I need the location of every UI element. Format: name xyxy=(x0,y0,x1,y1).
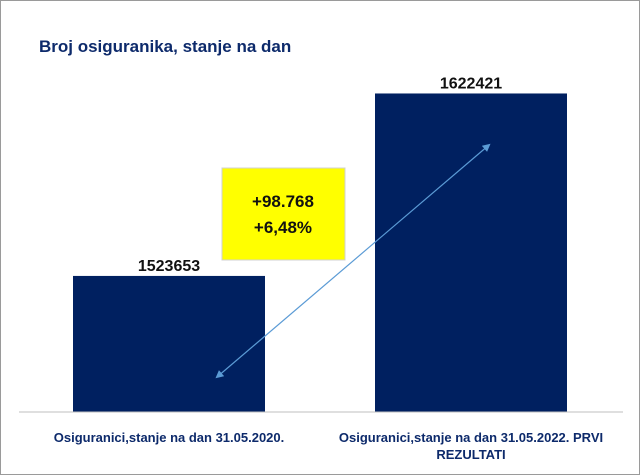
data-label-1: 1523653 xyxy=(138,258,200,275)
callout-percent-change: +6,48% xyxy=(254,218,312,237)
change-callout: +98.768 +6,48% xyxy=(221,167,346,261)
bar-2 xyxy=(375,93,567,413)
chart-title: Broj osiguranika, stanje na dan xyxy=(39,37,291,56)
increase-arrow xyxy=(215,143,491,379)
category-label-1-line-1: Osiguranici,stanje na dan 31.05.2020. xyxy=(54,430,285,445)
category-label-2-line-1: Osiguranici,stanje na dan 31.05.2022. PR… xyxy=(339,430,603,445)
data-label-2: 1622421 xyxy=(440,75,502,92)
callout-absolute-change: +98.768 xyxy=(252,192,314,211)
category-label-2-line-2: REZULTATI xyxy=(436,447,505,462)
bar-1 xyxy=(73,275,265,412)
callout-box xyxy=(221,167,346,261)
